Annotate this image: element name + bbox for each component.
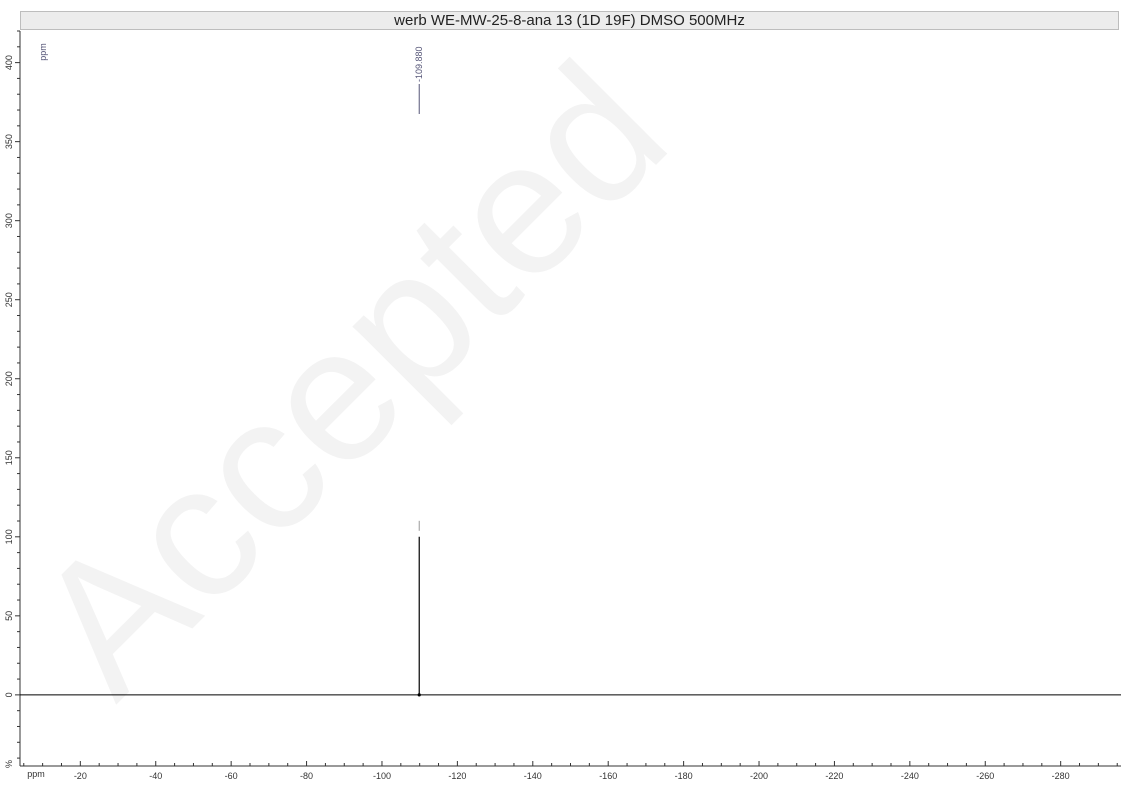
axes-group: 0 50 100 150 200 250 300 350 400 ppm -20 -40 -60 -80 -…	[4, 30, 1121, 781]
spectrum-title: werb WE-MW-25-8-ana 13 (1D 19F) DMSO 500…	[20, 11, 1119, 30]
x-tick-label: -180	[675, 771, 693, 781]
y-tick-label: 0	[4, 692, 14, 697]
peak-label: -109.880	[414, 46, 424, 82]
x-tick-label: -200	[750, 771, 768, 781]
y-tick-label: 200	[4, 371, 14, 386]
x-tick-label: -80	[300, 771, 313, 781]
x-tick-label: -100	[373, 771, 391, 781]
spectrum-group: -109.880	[20, 46, 1121, 697]
y-tick-label: 150	[4, 450, 14, 465]
y-axis-label: %	[4, 760, 14, 768]
x-tick-label: -140	[524, 771, 542, 781]
x-tick-label: -240	[901, 771, 919, 781]
y-tick-label: 350	[4, 134, 14, 149]
x-tick-label: -60	[225, 771, 238, 781]
x-tick-label: -20	[74, 771, 87, 781]
y-tick-label: 50	[4, 611, 14, 621]
x-axis-label: ppm	[27, 769, 45, 779]
x-tick-label: -280	[1052, 771, 1070, 781]
y-unit-label: ppm	[38, 43, 48, 61]
y-tick-label: 400	[4, 55, 14, 70]
y-tick-label: 300	[4, 213, 14, 228]
x-tick-label: -220	[825, 771, 843, 781]
y-tick-label: 100	[4, 529, 14, 544]
x-tick-label: -260	[976, 771, 994, 781]
peak-base-dot	[417, 693, 421, 697]
x-tick-label: -160	[599, 771, 617, 781]
y-tick-label: 250	[4, 292, 14, 307]
x-tick-label: -40	[149, 771, 162, 781]
x-tick-label: -120	[448, 771, 466, 781]
